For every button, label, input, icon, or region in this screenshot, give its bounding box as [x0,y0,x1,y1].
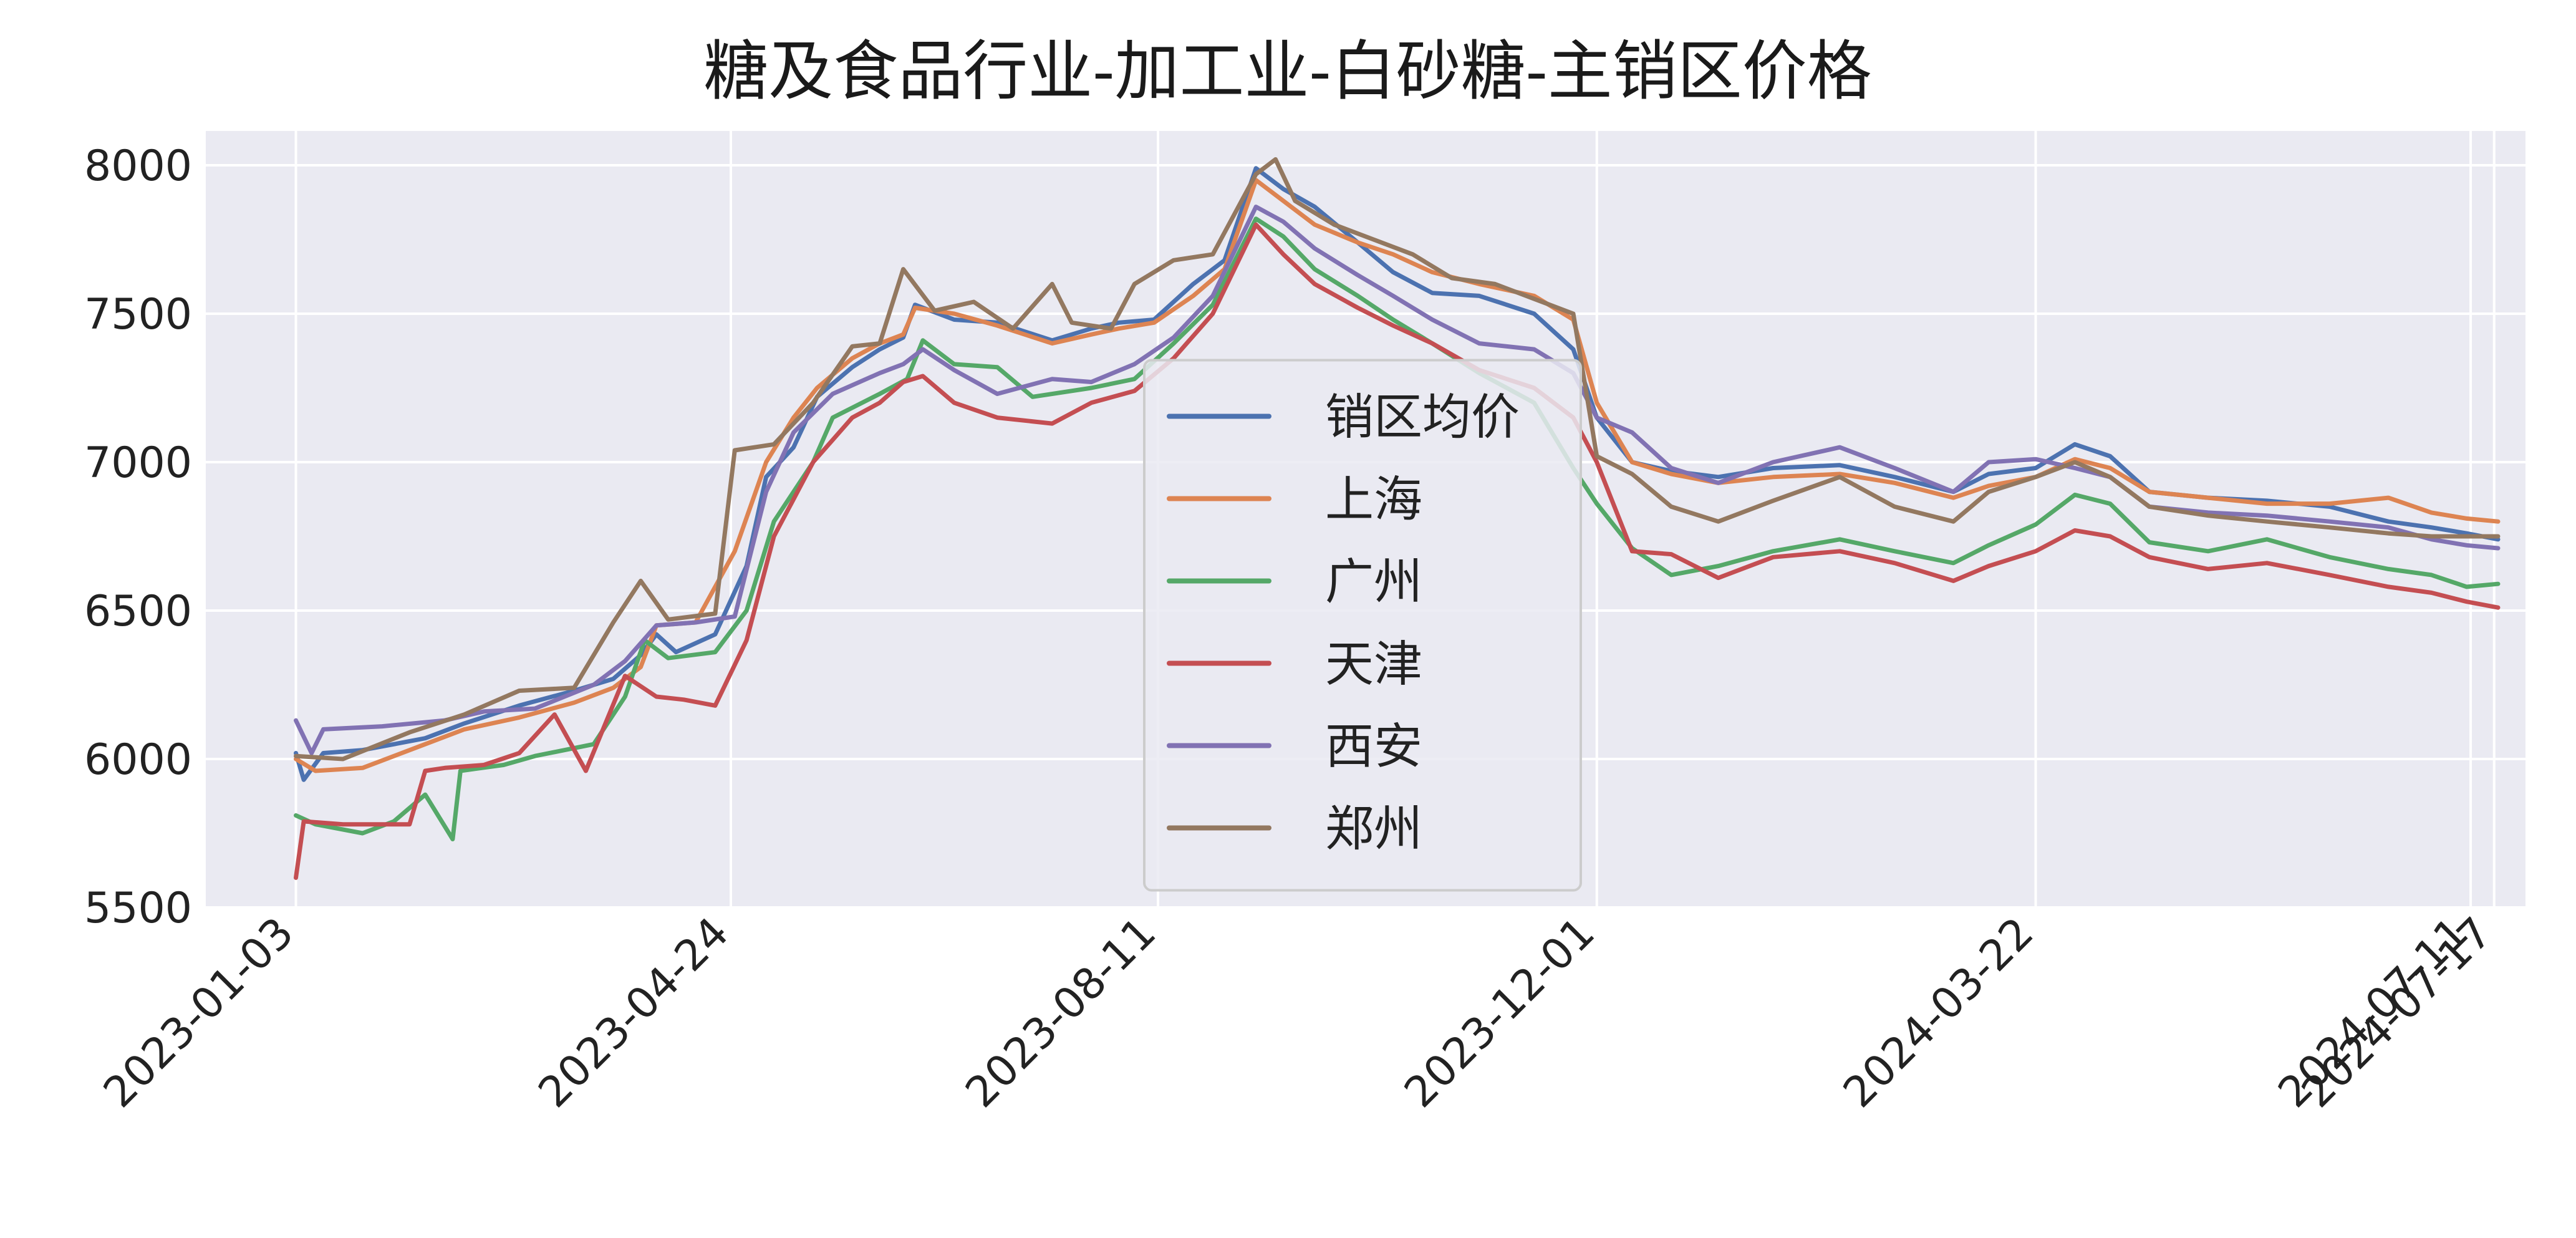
x-tick-label: 2023-08-11 [957,908,1165,1117]
legend-label: 郑州 [1325,801,1422,858]
x-tick-label: 2023-04-24 [529,908,738,1117]
legend-label: 广州 [1325,554,1422,611]
x-tick-label: 2024-07-17 [2292,908,2501,1117]
x-tick-label: 2023-01-03 [94,908,303,1117]
y-tick-label: 5500 [84,884,192,933]
y-tick-label: 8000 [84,142,192,191]
legend-label: 天津 [1325,637,1422,693]
legend-label: 上海 [1325,472,1422,528]
series-line-4 [294,205,2501,755]
chart-title: 糖及食品行业-加工业-白砂糖-主销区价格 [703,33,1871,109]
series-line-5 [294,157,2501,762]
x-tick-label: 2023-12-01 [1395,908,1604,1117]
legend-box [1143,359,1582,892]
x-tick-label: 2024-03-22 [1834,908,2043,1117]
legend-label: 西安 [1325,719,1422,775]
series-lines [294,157,2501,880]
legend-label: 销区均价 [1325,390,1520,446]
y-tick-label: 6500 [84,587,192,636]
y-tick-label: 7500 [84,290,192,339]
y-tick-label: 6000 [84,735,192,785]
y-tick-label: 7000 [84,438,192,488]
series-line-3 [294,222,2501,880]
